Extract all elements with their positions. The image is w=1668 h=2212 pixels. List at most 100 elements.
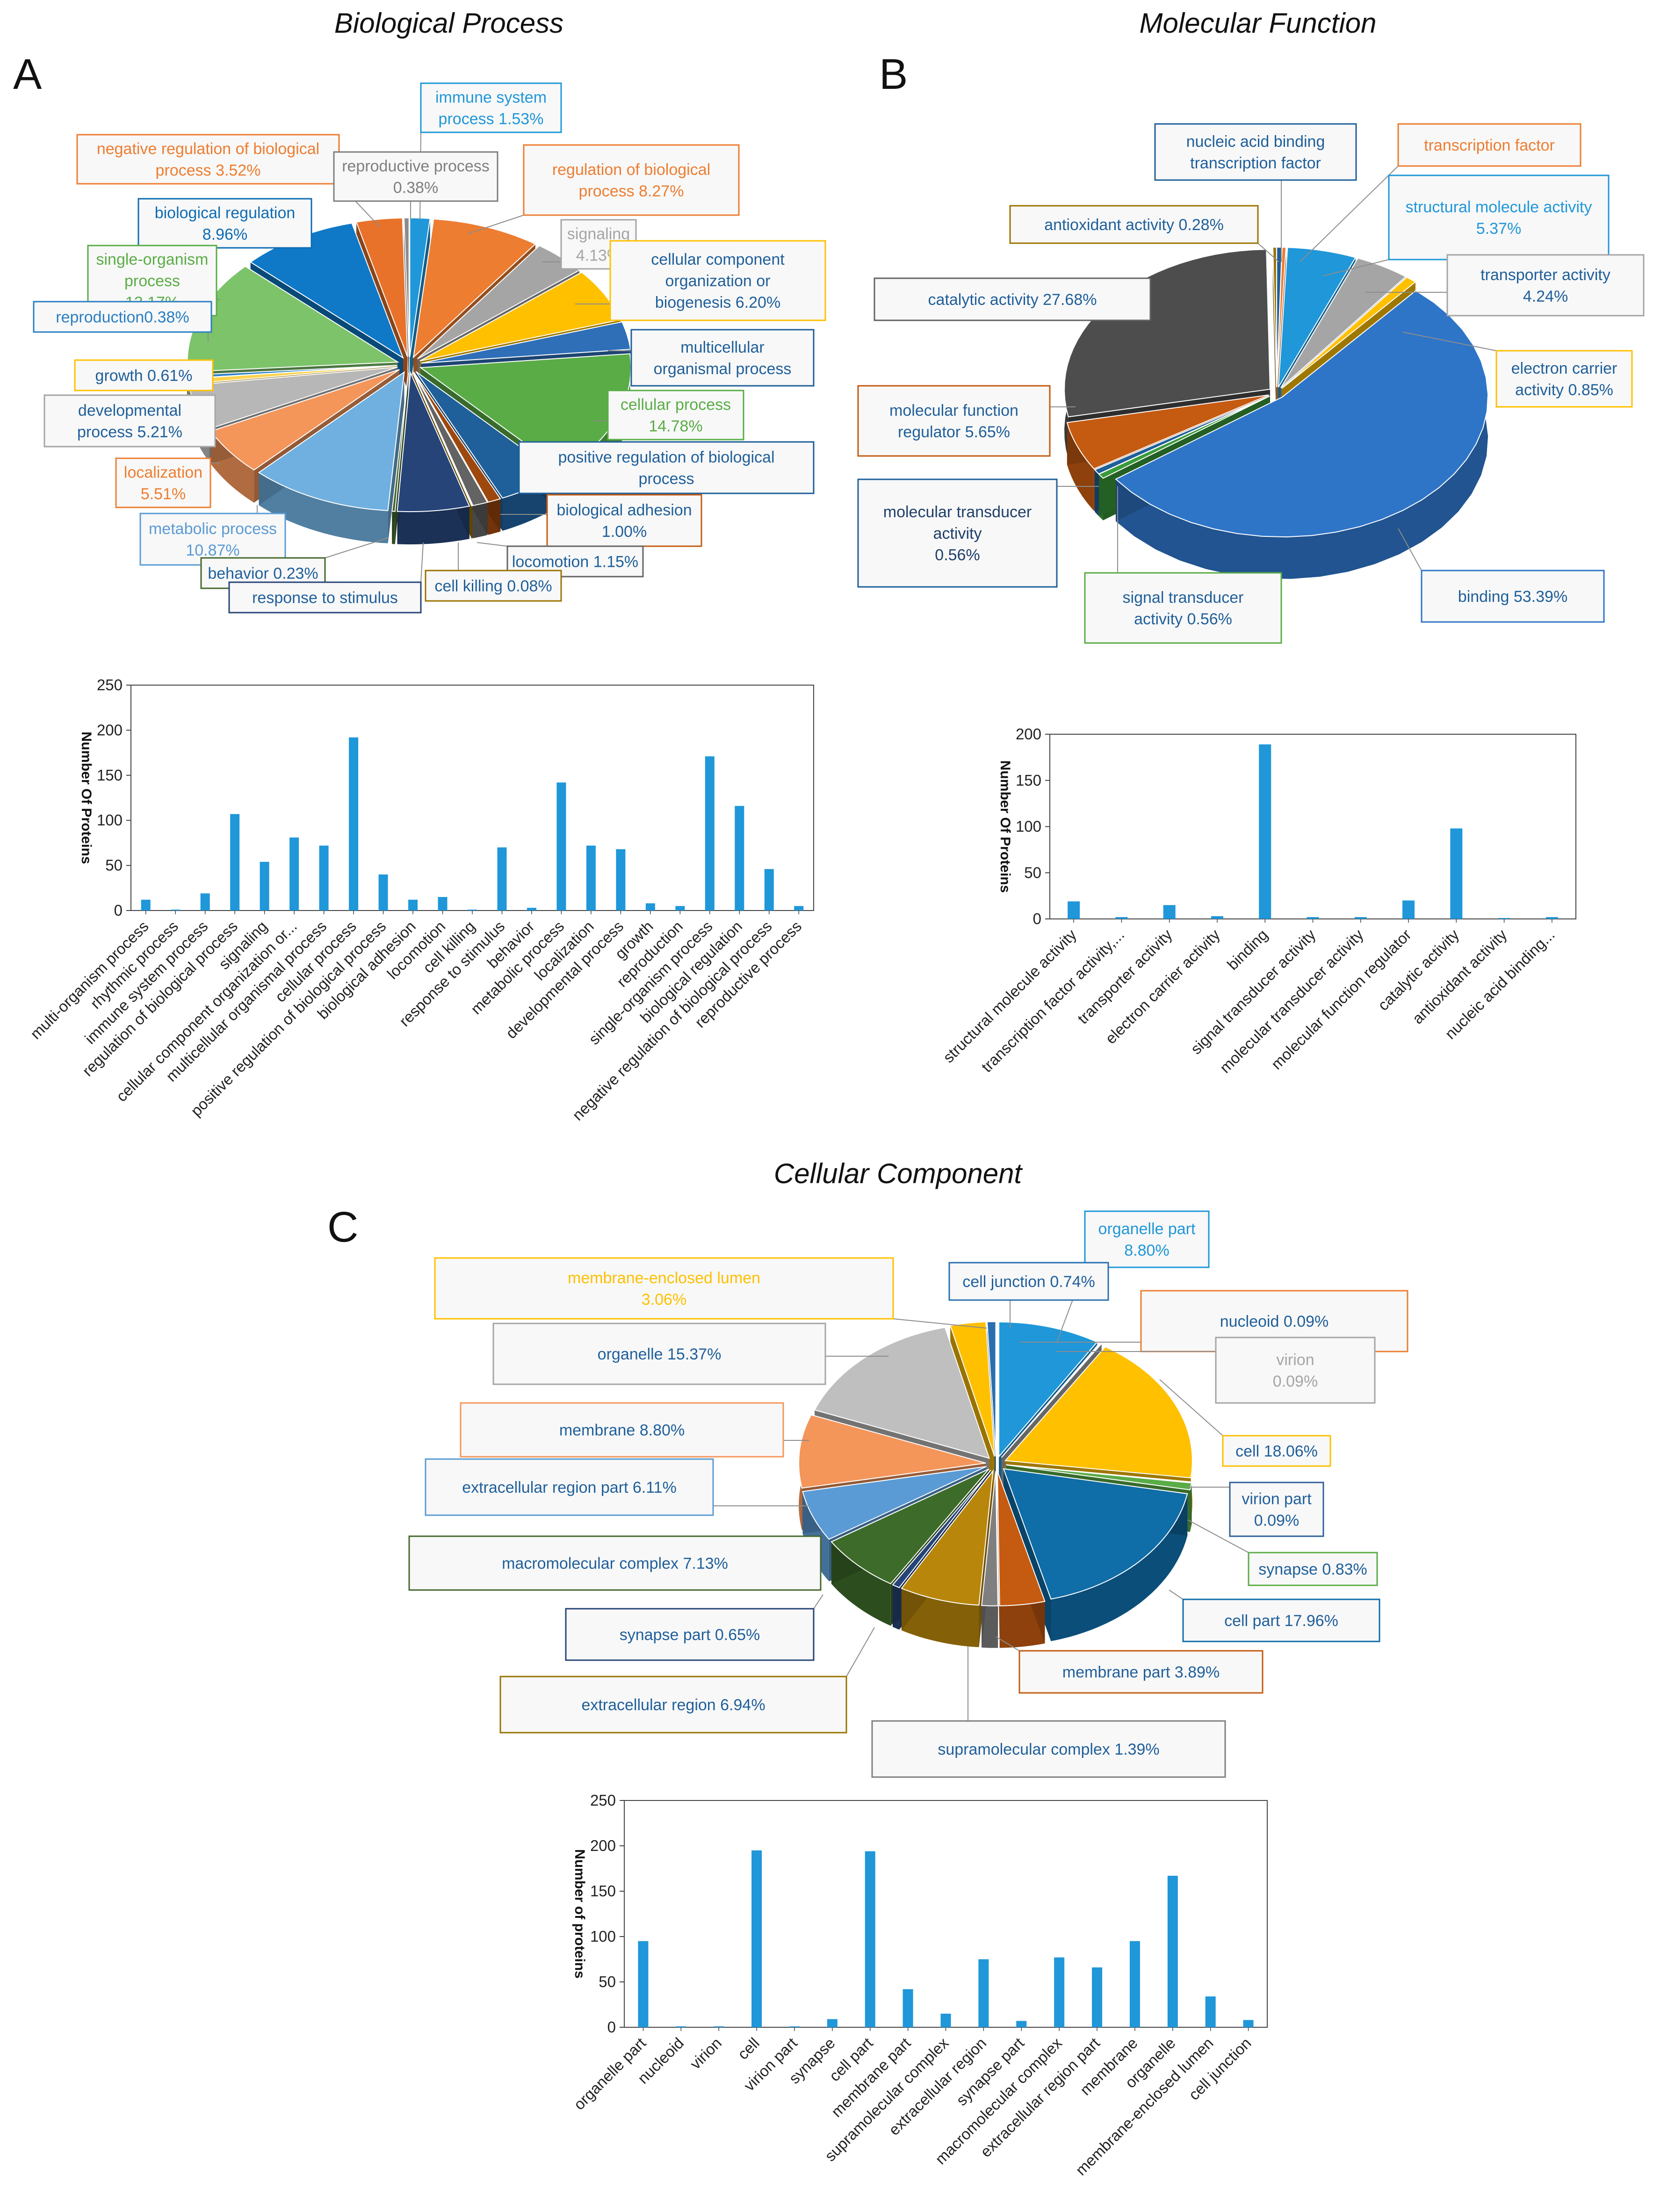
- callout-box: [115, 457, 211, 508]
- callout-extracellular-region-part-6-11: extracellular region part 6.11%: [425, 1458, 809, 1516]
- bar-localization: [586, 846, 596, 911]
- pie-slice-negative-regulation-of-biological-process-3-52: [355, 217, 408, 357]
- bar-extracellular-region: [978, 1959, 989, 2027]
- pie-slice-structural-molecule-activity-5-37: [1278, 247, 1357, 388]
- callout-text: synapse 0.83%: [1258, 1561, 1367, 1578]
- panel-c-letter: C: [327, 1203, 358, 1251]
- callout-text: virion: [1276, 1351, 1314, 1369]
- callout-box: [857, 385, 1051, 457]
- callout-reproductive-process-0-38: reproductive process 0.38%: [333, 151, 498, 220]
- callout-leader: [1402, 332, 1497, 351]
- pie-slice-metabolic-process-10-87: [258, 371, 405, 511]
- callout-text: 0.38%: [393, 179, 438, 197]
- bar-transcription-factor-activity: [1115, 917, 1128, 919]
- y-tick-label: 150: [97, 766, 123, 784]
- callout-developmental-process-5-21: developmental process 5.21%: [43, 394, 216, 448]
- pie-slice-locomotion-1-15: [412, 372, 488, 506]
- bar-binding: [1259, 744, 1271, 919]
- pie-slice-cell-junction-0-74: [986, 1321, 996, 1457]
- pie-slice-cell-killing-0-08: [412, 372, 474, 506]
- y-tick-label: 50: [599, 1973, 616, 1990]
- y-tick-label: 50: [105, 857, 123, 874]
- bar-synapse: [827, 2019, 838, 2027]
- pie-slice-behavior-0-23: [391, 372, 409, 512]
- callout-box: [43, 394, 216, 448]
- callout-leader: [1323, 259, 1389, 276]
- y-tick-label: 100: [97, 811, 123, 829]
- callout-text: macromolecular complex 7.13%: [502, 1555, 728, 1573]
- pie-slice-signal-transducer-activity-0-56: [1098, 396, 1270, 479]
- bar-virion-part: [789, 2026, 800, 2027]
- bar-cellular-component-organization-or: [289, 837, 299, 911]
- bar-cell-part: [865, 1851, 875, 2027]
- pie-slice-extracellular-region-6-94: [901, 1469, 994, 1606]
- callout-text: membrane part 3.89%: [1062, 1663, 1220, 1681]
- callout-synapse-part-0-65: synapse part 0.65%: [565, 1594, 823, 1661]
- callout-binding-53-39: binding 53.39%: [1398, 528, 1605, 623]
- callout-box: [1084, 572, 1282, 644]
- callout-synapse-0-83: synapse 0.83%: [1187, 1519, 1378, 1586]
- panel-c-title: Cellular Component: [774, 1158, 1023, 1189]
- callout-text: transcription factor: [1190, 154, 1321, 172]
- callout-text: 10.87%: [186, 542, 239, 559]
- pie-chart-molecular-function: [1063, 246, 1489, 579]
- y-tick-label: 200: [97, 721, 123, 738]
- callout-virion-0-09: virion 0.09%: [1057, 1337, 1376, 1404]
- callout-box: [948, 1262, 1109, 1301]
- callout-growth-0-61: growth 0.61%: [74, 359, 214, 391]
- callout-leader: [846, 1627, 875, 1677]
- callout-text: antioxidant activity 0.28%: [1044, 216, 1224, 234]
- pie-slice-cell-18-06: [1004, 1346, 1193, 1479]
- callout-text: cellular component: [651, 251, 785, 268]
- callout-text: transcription factor: [1424, 137, 1555, 154]
- x-tick-label: catalytic activity: [1374, 925, 1463, 1014]
- callout-box: [425, 1458, 714, 1516]
- callout-box: [492, 1323, 826, 1385]
- callout-molecular-transducer-activity-0-56: molecular transducer activity 0.56%: [857, 478, 1099, 588]
- pie-side-membrane-part-3-89: [999, 1601, 1045, 1648]
- callout-text: supramolecular complex 1.39%: [938, 1741, 1159, 1758]
- panel-b-letter: B: [879, 51, 908, 98]
- pie-slice-multicellular-organismal-process: [421, 321, 631, 364]
- pie-slice-reproductive-process-0-38: [403, 217, 410, 357]
- callout-leader: [1159, 1379, 1223, 1436]
- bar-multicellular-organismal-process: [319, 846, 329, 911]
- callout-text: process: [124, 272, 180, 290]
- callout-box: [630, 329, 815, 387]
- callout-text: behavior 0.23%: [208, 565, 318, 583]
- callout-box: [333, 151, 498, 202]
- pie-slice-binding-53-39: [1115, 290, 1489, 538]
- callout-box: [546, 494, 702, 547]
- pie-slice-electron-carrier-activity-0-85: [1281, 276, 1416, 389]
- callout-box: [33, 301, 212, 333]
- pie-slice-organelle-15-37: [814, 1327, 990, 1459]
- callout-box: [1248, 1552, 1378, 1586]
- y-axis-label: Number Of Proteins: [79, 731, 94, 864]
- callout-box: [1222, 1435, 1331, 1467]
- pie-face-metabolic-process-10-87: [388, 372, 404, 543]
- y-tick-label: 0: [1033, 910, 1041, 927]
- callout-cell-part-17-96: cell part 17.96%: [1169, 1590, 1380, 1642]
- callout-text: membrane 8.80%: [559, 1422, 685, 1439]
- callout-text: 8.80%: [1124, 1242, 1169, 1259]
- callout-text: synapse part 0.65%: [620, 1626, 760, 1644]
- callout-text: extracellular region 6.94%: [581, 1696, 765, 1714]
- callout-organelle-part-8-80: organelle part 8.80%: [1056, 1210, 1210, 1343]
- callout-text: locomotion 1.15%: [512, 553, 638, 571]
- bar-extracellular-region-part: [1092, 1967, 1103, 2027]
- callout-leader: [893, 1318, 987, 1329]
- callout-reproduction0-38: reproduction0.38%: [33, 301, 212, 341]
- callout-leader: [1300, 166, 1399, 262]
- bar-macromolecular-complex: [1054, 1957, 1065, 2027]
- callout-text: single-organism: [96, 251, 209, 268]
- y-tick-label: 50: [1024, 864, 1041, 881]
- callout-box: [871, 1720, 1226, 1778]
- pie-side-response-to-stimulus: [397, 506, 469, 545]
- callout-membrane-8-80: membrane 8.80%: [460, 1402, 809, 1458]
- callout-box: [408, 1535, 822, 1591]
- bar-electron-carrier-activity: [1211, 916, 1223, 919]
- bar-cell: [751, 1850, 762, 2027]
- callout-text: organization or: [665, 272, 771, 290]
